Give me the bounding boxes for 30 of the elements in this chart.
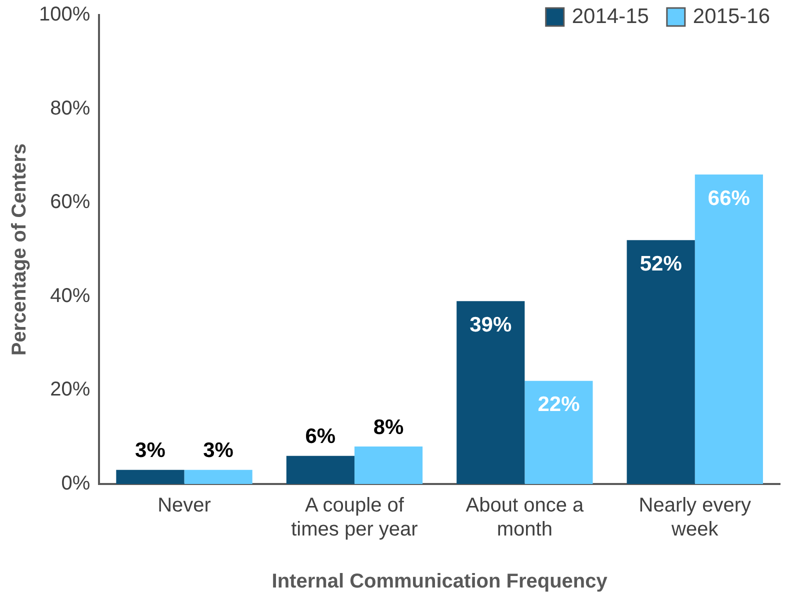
- data-label: 3%: [135, 439, 166, 462]
- x-tick-label: Nearly every week: [638, 494, 752, 541]
- bar: [456, 301, 525, 484]
- y-tick-label: 40%: [50, 284, 90, 307]
- y-tick-label: 100%: [38, 4, 90, 26]
- data-label: 39%: [470, 313, 512, 336]
- data-label: 66%: [708, 186, 750, 210]
- data-label: 8%: [373, 416, 404, 439]
- y-tick-label: 0%: [61, 472, 90, 495]
- bar: [694, 174, 763, 484]
- y-axis-title: Percentage of Centers: [8, 143, 31, 356]
- bar: [286, 456, 354, 484]
- y-tick-label: 80%: [50, 97, 90, 120]
- data-label: 3%: [203, 439, 234, 462]
- bar: [354, 446, 423, 484]
- legend-label: 2015-16: [692, 4, 770, 28]
- data-label: 6%: [305, 425, 336, 448]
- y-tick-label: 60%: [50, 191, 90, 214]
- x-tick-label: A couple of times per year: [291, 494, 418, 541]
- bar: [184, 470, 252, 484]
- x-tick-label: About once a month: [466, 494, 584, 541]
- x-axis-title: Internal Communication Frequency: [272, 570, 608, 593]
- legend-label: 2014-15: [572, 4, 649, 28]
- bar: [524, 380, 593, 484]
- bar: [116, 470, 184, 484]
- data-label: 22%: [538, 393, 580, 416]
- y-tick-label: 20%: [50, 378, 90, 401]
- data-label: 52%: [640, 252, 682, 276]
- x-tick-label: Never: [158, 494, 212, 517]
- bar: [626, 240, 695, 484]
